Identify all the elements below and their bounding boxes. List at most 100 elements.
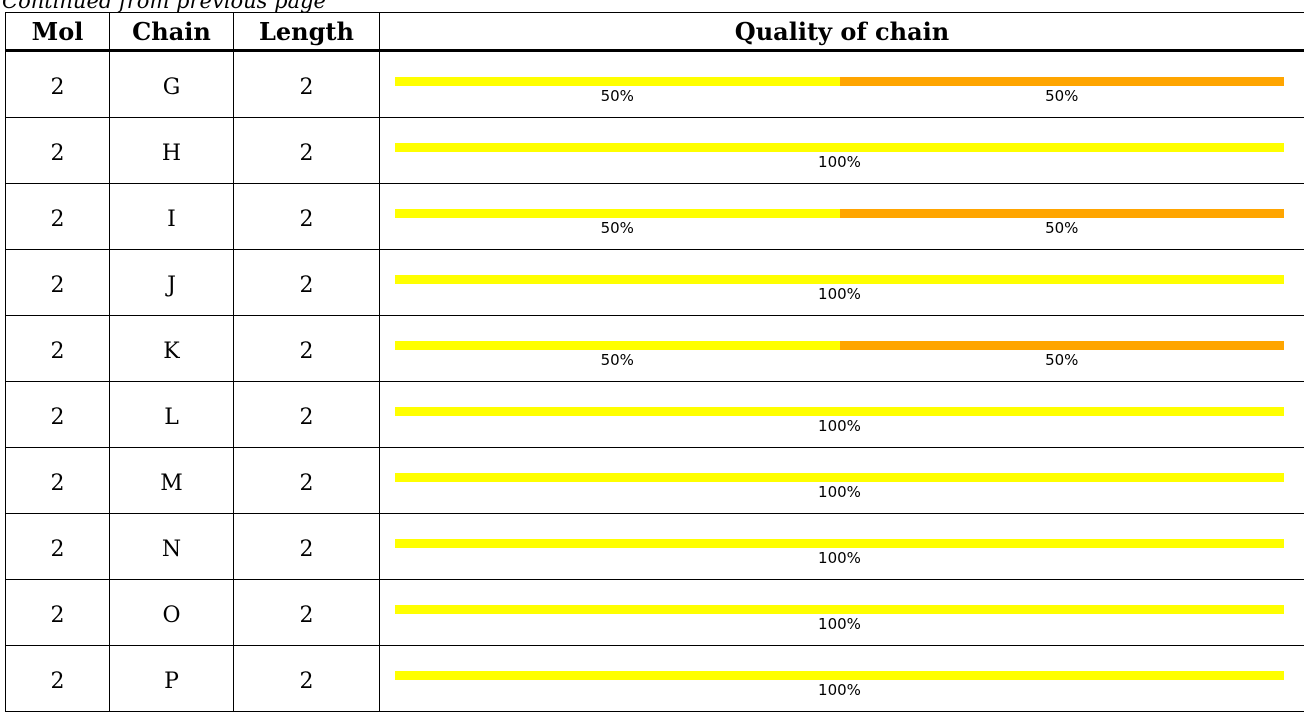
mol-cell-value: 2 — [51, 75, 65, 117]
length-cell: 2 — [234, 382, 380, 448]
quality-cell: 100% — [380, 646, 1304, 712]
length-cell-value: 2 — [300, 471, 314, 513]
chain-cell-value: I — [167, 207, 176, 249]
mol-cell: 2 — [6, 316, 110, 382]
quality-cell: 100% — [380, 118, 1304, 184]
quality-segment-yellow: 100% — [395, 143, 1284, 152]
length-cell-value: 2 — [300, 75, 314, 117]
chain-cell-value: G — [163, 75, 181, 117]
quality-percent-label: 100% — [395, 284, 1284, 304]
header-mol: Mol — [6, 13, 110, 51]
quality-segment-yellow: 50% — [395, 209, 840, 218]
mol-cell-value: 2 — [51, 471, 65, 513]
quality-cell: 100% — [380, 514, 1304, 580]
quality-cell: 100% — [380, 382, 1304, 448]
mol-cell: 2 — [6, 580, 110, 646]
mol-cell-value: 2 — [51, 405, 65, 447]
quality-bar: 100% — [395, 275, 1284, 284]
quality-bar: 50%50% — [395, 341, 1284, 350]
table-header-row: Mol Chain Length Quality of chain — [6, 13, 1304, 51]
length-cell-value: 2 — [300, 405, 314, 447]
quality-cell: 100% — [380, 580, 1304, 646]
quality-segment-yellow: 100% — [395, 407, 1284, 416]
chain-cell: L — [110, 382, 234, 448]
quality-segment-yellow: 100% — [395, 605, 1284, 614]
quality-percent-label: 100% — [395, 416, 1284, 436]
mol-cell: 2 — [6, 448, 110, 514]
table-row: 2 K 2 50%50% — [6, 316, 1304, 382]
chain-cell-value: H — [162, 141, 181, 183]
quality-bar: 100% — [395, 143, 1284, 152]
mol-cell-value: 2 — [51, 339, 65, 381]
chain-cell: I — [110, 184, 234, 250]
quality-cell: 50%50% — [380, 316, 1304, 382]
chain-cell: G — [110, 51, 234, 118]
length-cell: 2 — [234, 184, 380, 250]
mol-cell: 2 — [6, 51, 110, 118]
length-cell-value: 2 — [300, 669, 314, 711]
chain-cell: O — [110, 580, 234, 646]
mol-cell-value: 2 — [51, 207, 65, 249]
mol-cell: 2 — [6, 184, 110, 250]
quality-bar: 100% — [395, 539, 1284, 548]
length-cell: 2 — [234, 316, 380, 382]
mol-cell: 2 — [6, 250, 110, 316]
quality-percent-label: 100% — [395, 548, 1284, 568]
table-row: 2 G 2 50%50% — [6, 51, 1304, 118]
mol-cell-value: 2 — [51, 141, 65, 183]
chain-cell: N — [110, 514, 234, 580]
length-cell-value: 2 — [300, 273, 314, 315]
quality-bar: 100% — [395, 671, 1284, 680]
length-cell-value: 2 — [300, 537, 314, 579]
mol-cell-value: 2 — [51, 273, 65, 315]
chain-cell: H — [110, 118, 234, 184]
quality-percent-label: 50% — [395, 86, 840, 106]
quality-percent-label: 50% — [395, 350, 840, 370]
continued-caption: Continued from previous page — [2, 0, 326, 11]
length-cell: 2 — [234, 51, 380, 118]
chain-cell-value: P — [164, 669, 179, 711]
quality-bar: 100% — [395, 605, 1284, 614]
mol-cell-value: 2 — [51, 669, 65, 711]
chain-quality-table: Mol Chain Length Quality of chain 2 G 2 50%… — [5, 12, 1304, 712]
length-cell: 2 — [234, 118, 380, 184]
length-cell-value: 2 — [300, 603, 314, 645]
quality-cell: 50%50% — [380, 184, 1304, 250]
quality-percent-label: 100% — [395, 680, 1284, 700]
table-row: 2 P 2 100% — [6, 646, 1304, 712]
quality-percent-label: 50% — [395, 218, 840, 238]
header-quality: Quality of chain — [380, 13, 1304, 51]
length-cell: 2 — [234, 646, 380, 712]
header-chain: Chain — [110, 13, 234, 51]
mol-cell-value: 2 — [51, 537, 65, 579]
length-cell: 2 — [234, 448, 380, 514]
table-row: 2 N 2 100% — [6, 514, 1304, 580]
quality-percent-label: 100% — [395, 614, 1284, 634]
quality-segment-yellow: 100% — [395, 539, 1284, 548]
quality-segment-yellow: 50% — [395, 341, 840, 350]
quality-cell: 100% — [380, 250, 1304, 316]
quality-segment-orange: 50% — [840, 209, 1285, 218]
table-row: 2 L 2 100% — [6, 382, 1304, 448]
mol-cell: 2 — [6, 646, 110, 712]
length-cell: 2 — [234, 514, 380, 580]
length-cell-value: 2 — [300, 141, 314, 183]
quality-bar: 100% — [395, 407, 1284, 416]
chain-cell-value: K — [163, 339, 179, 381]
quality-segment-orange: 50% — [840, 341, 1285, 350]
quality-percent-label: 50% — [840, 86, 1285, 106]
length-cell: 2 — [234, 250, 380, 316]
quality-bar: 50%50% — [395, 209, 1284, 218]
quality-bar: 50%50% — [395, 77, 1284, 86]
quality-percent-label: 100% — [395, 482, 1284, 502]
quality-cell: 50%50% — [380, 51, 1304, 118]
chain-cell-value: J — [167, 273, 176, 315]
mol-cell: 2 — [6, 382, 110, 448]
table-row: 2 J 2 100% — [6, 250, 1304, 316]
chain-cell: J — [110, 250, 234, 316]
chain-cell-value: M — [160, 471, 183, 513]
chain-cell: M — [110, 448, 234, 514]
mol-cell: 2 — [6, 118, 110, 184]
